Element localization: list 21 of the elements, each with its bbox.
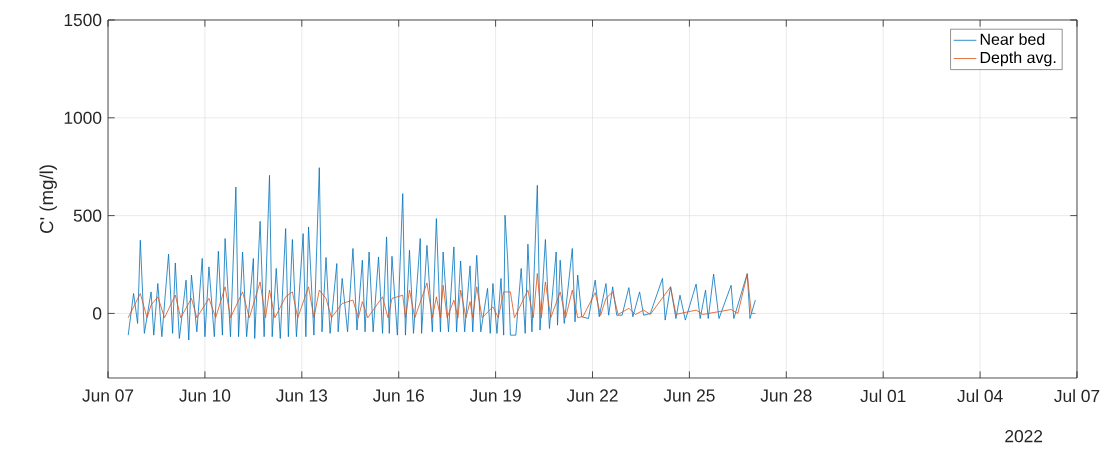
x-tick-label: Jun 10 — [179, 389, 231, 402]
x-tick-label: Jun 22 — [566, 389, 618, 402]
y-tick-label: 1000 — [64, 111, 102, 124]
legend-label: Near bed — [980, 33, 1045, 45]
x-tick-label: Jun 19 — [469, 389, 521, 402]
y-axis-title: C' (mg/l) — [39, 165, 57, 234]
y-tick-label: 1500 — [64, 13, 102, 27]
text: 2022 — [1005, 430, 1043, 443]
y-tick-label: 500 — [73, 209, 102, 222]
x-tick-label: Jun 28 — [760, 389, 812, 402]
x-tick-label: Jun 25 — [663, 389, 715, 402]
line-series — [127, 273, 756, 319]
x-tick-label: Jun 07 — [82, 389, 134, 402]
x-tick-label: Jun 16 — [372, 389, 424, 402]
line-series — [127, 167, 756, 341]
y-tick-label: 0 — [93, 307, 102, 320]
legend-label: Depth avg. — [980, 51, 1056, 67]
x-tick-label: Jul 07 — [1054, 389, 1100, 403]
x-tick-label: Jul 04 — [957, 389, 1003, 403]
x-tick-label: Jul 01 — [860, 389, 906, 403]
x-tick-label: Jun 13 — [276, 389, 328, 402]
